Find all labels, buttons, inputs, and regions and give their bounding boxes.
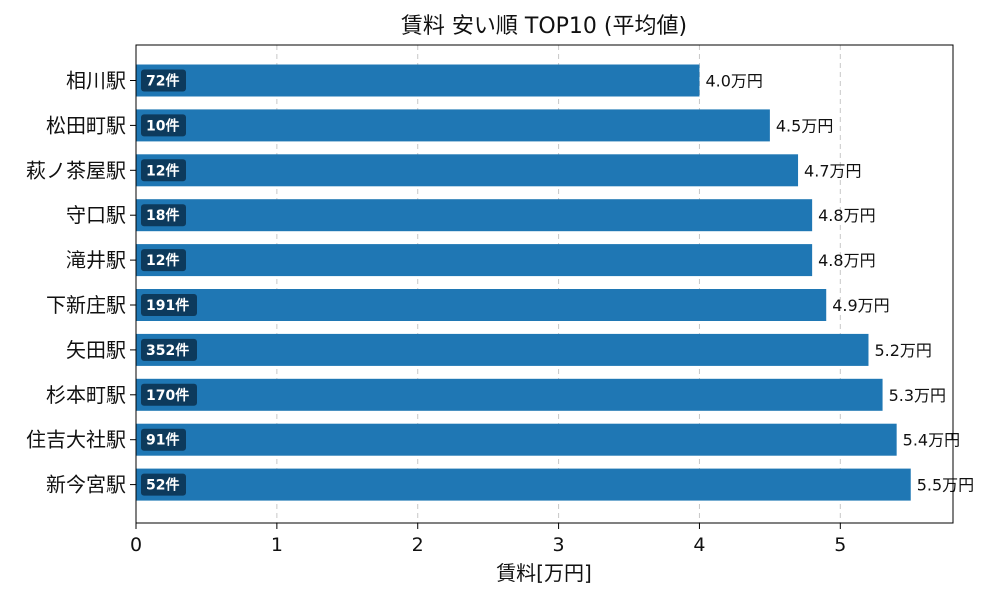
category-label: 矢田駅 <box>66 338 126 362</box>
count-badge <box>141 294 197 316</box>
value-label: 4.0万円 <box>705 72 762 91</box>
bar <box>136 378 883 411</box>
bars: 4.0万円 72件 4.5万円 10件 4.7万円 12件 4.8万円 18件 4.8万円 12件… <box>136 64 974 501</box>
plot-frame <box>135 44 954 524</box>
count-badge <box>141 114 186 137</box>
bar <box>136 109 770 142</box>
count-badge <box>141 204 186 227</box>
bar <box>136 468 911 501</box>
category-label: 滝井駅 <box>66 248 126 272</box>
value-label: 4.8万円 <box>818 206 875 225</box>
x-tick-label: 3 <box>553 534 565 556</box>
bar <box>136 423 897 456</box>
bar <box>136 244 813 277</box>
bar <box>136 154 799 187</box>
category-label: 杉本町駅 <box>46 383 126 407</box>
count-label: 72件 <box>146 73 179 90</box>
category-label: 松田町駅 <box>46 113 126 137</box>
category-label: 萩ノ茶屋駅 <box>26 158 126 182</box>
bar <box>136 289 827 321</box>
x-ticks: 0 1 2 3 4 5 <box>130 523 846 556</box>
count-badge <box>141 69 186 92</box>
value-label: 4.9万円 <box>832 296 889 315</box>
count-badge <box>141 159 186 182</box>
x-tick-label: 5 <box>834 534 846 556</box>
category-label: 新今宮駅 <box>46 473 126 497</box>
category-label: 相川駅 <box>66 69 126 93</box>
count-label: 12件 <box>146 252 179 269</box>
count-badge <box>141 473 186 496</box>
bar <box>136 333 869 366</box>
count-label: 52件 <box>146 477 179 494</box>
value-label: 5.5万円 <box>917 476 974 495</box>
count-label: 10件 <box>146 117 179 134</box>
value-label: 4.5万円 <box>776 116 833 135</box>
x-tick-label: 2 <box>412 534 424 556</box>
count-badge <box>141 338 197 361</box>
x-axis-label: 賃料[万円] <box>496 561 592 585</box>
value-label: 5.3万円 <box>889 386 946 405</box>
count-label: 91件 <box>146 432 179 449</box>
x-tick-label: 4 <box>693 534 705 556</box>
bar <box>136 199 813 232</box>
count-label: 170件 <box>146 387 189 404</box>
x-tick-label: 1 <box>271 534 283 556</box>
value-label: 5.2万円 <box>874 341 931 360</box>
value-label: 4.8万円 <box>818 251 875 270</box>
x-tick-label: 0 <box>130 534 142 556</box>
category-label: 下新庄駅 <box>46 293 126 317</box>
count-label: 12件 <box>146 162 179 179</box>
chart-title: 賃料 安い順 TOP10 (平均値) <box>401 14 687 39</box>
count-badge <box>141 428 186 451</box>
count-label: 18件 <box>146 207 179 224</box>
category-label: 住吉大社駅 <box>26 428 126 452</box>
value-label: 5.4万円 <box>903 431 960 450</box>
bar <box>136 64 700 97</box>
count-badge <box>141 249 186 272</box>
value-label: 4.7万円 <box>804 161 861 180</box>
category-label: 守口駅 <box>66 203 126 227</box>
count-badge <box>141 383 197 406</box>
count-label: 352件 <box>146 342 189 359</box>
count-label: 191件 <box>146 297 189 314</box>
